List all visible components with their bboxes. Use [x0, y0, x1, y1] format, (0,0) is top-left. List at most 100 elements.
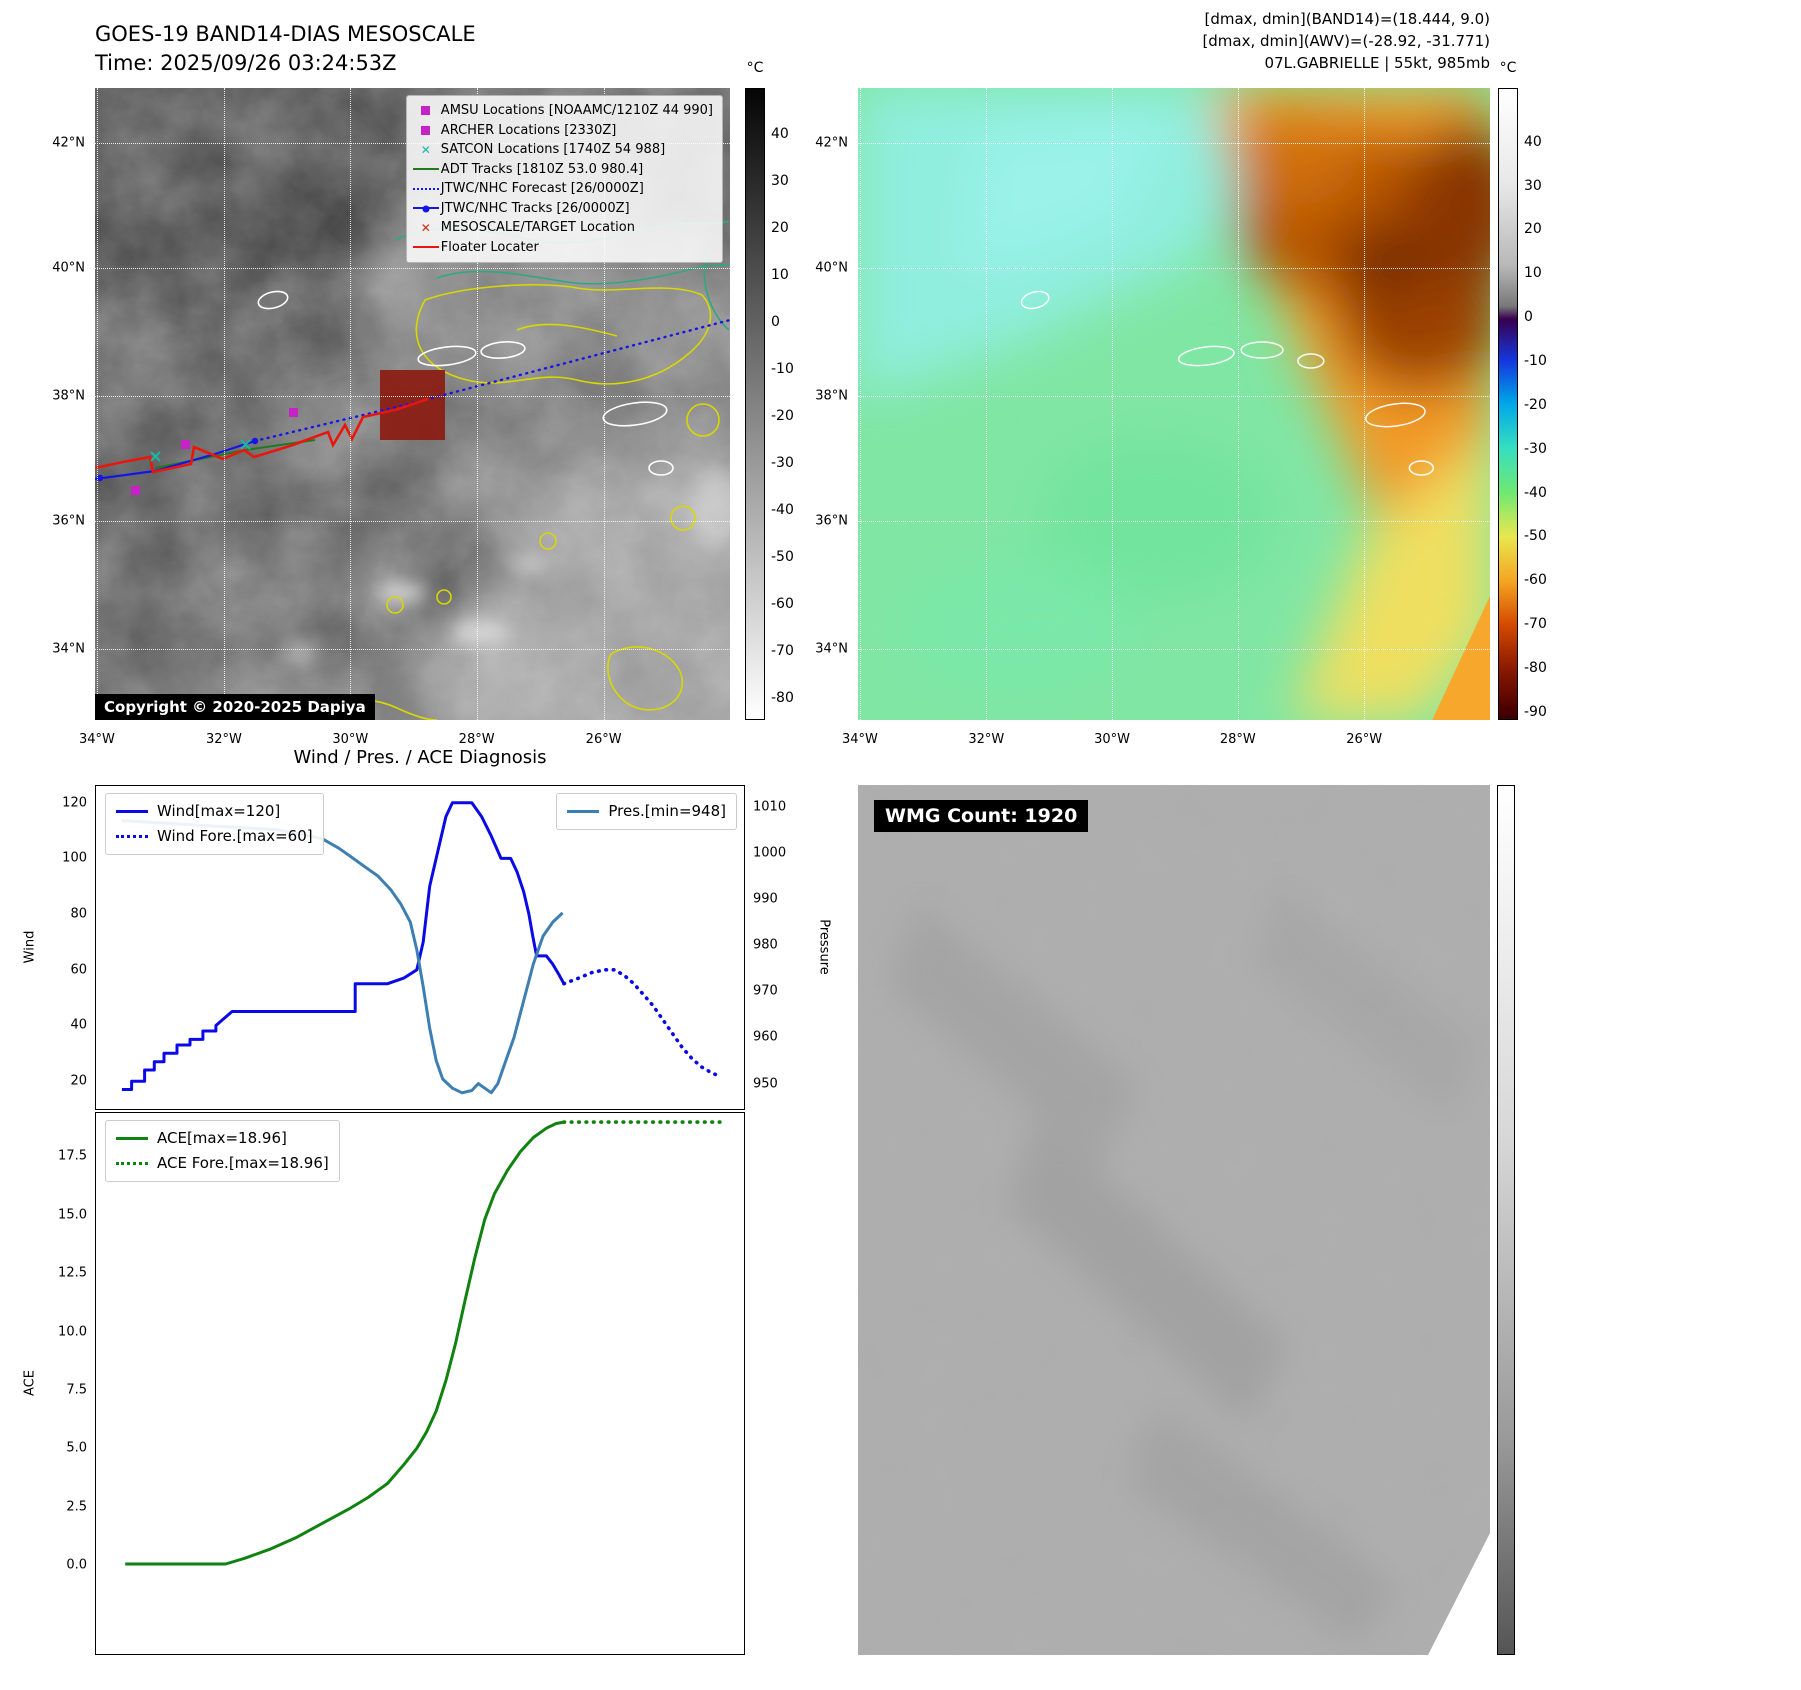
band14-stats: [dmax, dmin](BAND14)=(18.444, 9.0)	[1204, 10, 1490, 28]
floater-track	[95, 397, 429, 474]
legend-item: JTWC/NHC Tracks [26/0000Z]	[411, 199, 713, 219]
y-tick-label: 40	[70, 1017, 87, 1033]
legend-label: MESOSCALE/TARGET Location	[440, 220, 635, 235]
gridline-lat	[95, 268, 730, 270]
lon-tick-label: 32°W	[968, 732, 1005, 747]
chart-legend: Wind[max=120] Wind Fore.[max=60]	[105, 793, 324, 855]
ir-satellite-map: AMSU Locations [NOAAMC/1210Z 44 990] ARCH…	[52, 88, 730, 747]
chart-legend-item: Wind[max=120]	[116, 799, 313, 824]
colorbar-tick-label: -30	[771, 454, 794, 471]
legend-item: ✕ SATCON Locations [1740Z 54 988]	[411, 140, 713, 160]
wmg-count-badge: WMG Count: 1920	[874, 800, 1089, 832]
y-tick-label: 80	[70, 906, 87, 922]
x-marker-icon: ✕	[420, 142, 431, 157]
scan-edge	[1428, 1533, 1490, 1655]
water-vapor-field	[858, 88, 1490, 720]
y2-tick-label: 1000	[753, 845, 787, 861]
colorbar-tick-label: -90	[1524, 704, 1547, 720]
legend-item: JTWC/NHC Forecast [26/0000Z]	[411, 179, 713, 199]
ace-chart: 0.0 2.5 5.0 7.5 10.0 12.5 15.0 17.5 ACE[max=18.9…	[58, 1112, 745, 1655]
awv-satellite-map: 42°N 40°N 38°N 36°N 34°N 34°W 32°W 30°W 28°W 26°W	[815, 88, 1490, 747]
line-marker-icon	[411, 168, 441, 171]
solid-line-sample	[567, 810, 600, 813]
gridline-lat	[95, 520, 730, 522]
line-dot-marker-icon	[411, 205, 441, 213]
legend-label: JTWC/NHC Tracks [26/0000Z]	[440, 200, 630, 216]
chart-legend-item: ACE Fore.[max=18.96]	[116, 1151, 329, 1176]
ir-colorbar-unit: °C	[746, 60, 764, 76]
y-tick-label: 17.5	[58, 1148, 87, 1164]
chart-legend-item: Pres.[min=948]	[567, 799, 726, 824]
series-line	[125, 1120, 565, 1566]
colorbar-tick-label: -80	[771, 689, 794, 706]
gridline-lat	[858, 649, 1490, 651]
y2-tick-label: 970	[753, 983, 778, 999]
jtwc-track-point	[96, 474, 104, 482]
awv-contours	[1020, 290, 1435, 476]
y-tick-label: 20	[70, 1073, 87, 1089]
series-line	[121, 801, 566, 1091]
y-tick-label: 100	[62, 850, 87, 866]
awv-stats: [dmax, dmin](AWV)=(-28.92, -31.771)	[1202, 32, 1490, 50]
gridline-lon	[96, 88, 98, 720]
colorbar-tick-label: -50	[1524, 528, 1547, 545]
gridline-lon	[1237, 88, 1239, 720]
solid-line-sample	[116, 1137, 148, 1140]
lat-tick-label: 36°N	[815, 513, 848, 529]
chart-legend-label: ACE[max=18.96]	[157, 1129, 287, 1147]
chart-legend-item: ACE[max=18.96]	[116, 1126, 329, 1151]
gridline-lon	[603, 88, 605, 720]
ir-map-legend: AMSU Locations [NOAAMC/1210Z 44 990] ARCH…	[405, 95, 723, 263]
legend-item: AMSU Locations [NOAAMC/1210Z 44 990]	[411, 101, 713, 121]
storm-info: 07L.GABRIELLE | 55kt, 985mb	[1264, 54, 1490, 72]
x-marker-icon: ✕	[420, 220, 431, 235]
y-tick-label: 12.5	[58, 1265, 87, 1281]
awv-colorbar-unit: °C	[1499, 60, 1517, 76]
legend-label: ARCHER Locations [2330Z]	[440, 122, 617, 138]
colorbar-tick-label: 0	[771, 313, 780, 330]
y-tick-label: 10.0	[58, 1324, 87, 1339]
legend-item: ADT Tracks [1810Z 53.0 980.4]	[411, 160, 713, 180]
colorbar-tick-label: 0	[1524, 309, 1533, 326]
scan-edge	[1432, 596, 1490, 720]
ir-title: GOES-19 BAND14-DIAS MESOSCALE	[95, 22, 476, 46]
awv-colorbar: 40 30 20 10 0 -10 -20 -30 -40 -50 -60 -70 -80 -90	[1498, 88, 1547, 720]
lat-tick-label: 40°N	[815, 260, 848, 276]
colorbar-tick-label: -50	[771, 548, 794, 565]
lon-tick-label: 28°W	[1219, 732, 1256, 747]
gridline-lon	[350, 88, 352, 720]
colorbar-tick-label: 20	[1524, 221, 1542, 238]
amsu-markers	[131, 408, 298, 495]
colorbar-tick-label: 10	[771, 266, 789, 283]
colorbar-tick-label: -10	[771, 360, 794, 377]
colorbar-tick-label: -30	[1524, 440, 1547, 457]
lat-tick-label: 36°N	[52, 513, 85, 529]
colorbar-tick-label: -20	[1524, 396, 1547, 413]
series-line	[562, 968, 720, 1078]
square-marker-icon	[411, 125, 441, 135]
dotted-marker-icon	[411, 187, 441, 190]
awv-color-image	[858, 88, 1490, 720]
legend-label: SATCON Locations [1740Z 54 988]	[440, 142, 666, 157]
lat-tick-label: 34°N	[815, 641, 848, 657]
lon-tick-label: 26°W	[1346, 732, 1383, 747]
y2-tick-label: 950	[753, 1076, 778, 1092]
y-tick-label: 15.0	[58, 1207, 87, 1223]
y-tick-label: 120	[62, 795, 87, 811]
colorbar-tick-label: 20	[771, 219, 789, 236]
ir-time: Time: 2025/09/26 03:24:53Z	[95, 51, 397, 75]
ace-axis-label: ACE	[22, 1370, 38, 1396]
gridline-lon	[223, 88, 225, 720]
colorbar-tick-label: 30	[1524, 177, 1542, 194]
lon-tick-label: 30°W	[1094, 732, 1131, 747]
awv-gridlines	[858, 88, 1490, 720]
gridline-lon	[1364, 88, 1366, 720]
legend-label: AMSU Locations [NOAAMC/1210Z 44 990]	[440, 103, 713, 118]
colorbar-tick-label: -60	[771, 595, 794, 612]
chart-legend-label: Pres.[min=948]	[608, 802, 726, 820]
square-marker-icon	[411, 106, 441, 116]
legend-label: JTWC/NHC Forecast [26/0000Z]	[440, 181, 644, 196]
gridline-lat	[858, 395, 1490, 397]
colorbar-tick-label: -60	[1524, 572, 1547, 589]
legend-item: ✕ MESOSCALE/TARGET Location	[411, 218, 713, 238]
